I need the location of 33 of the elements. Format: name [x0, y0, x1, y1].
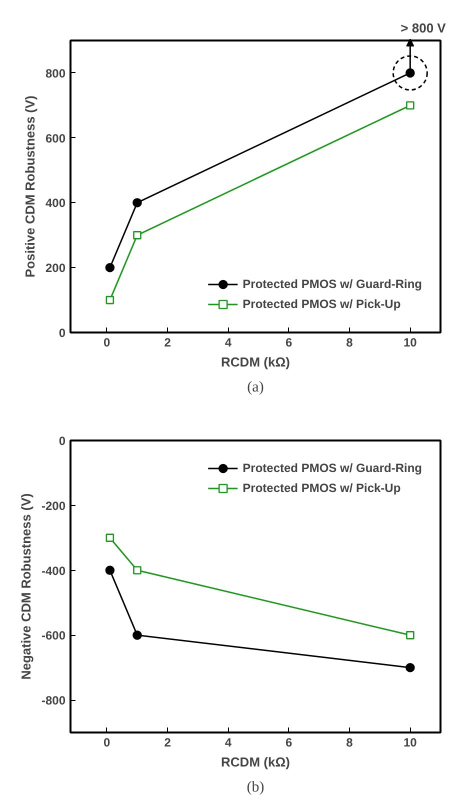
legend-label: Protected PMOS w/ Guard-Ring	[242, 461, 422, 475]
y-tick-label: 200	[45, 261, 66, 276]
x-tick-label: 8	[346, 736, 354, 750]
x-tick-label: 0	[104, 336, 111, 350]
y-tick-label: -600	[41, 628, 66, 643]
legend-label: Protected PMOS w/ Pick-Up	[242, 481, 401, 495]
y-tick-label: -200	[41, 498, 66, 513]
y-tick-label: -800	[41, 694, 66, 708]
y-tick-label: 600	[45, 131, 66, 146]
x-tick-label: 6	[286, 336, 293, 350]
annotation: > 800 V	[400, 20, 446, 36]
x-tick-label: 4	[224, 736, 232, 750]
legend-label: Protected PMOS w/ Pick-Up	[242, 297, 401, 311]
x-tick-label: 4	[224, 336, 232, 350]
x-tick-label: 8	[346, 336, 354, 350]
y-axis-title: Positive CDM Robustness (V)	[22, 95, 38, 278]
x-axis-title: RCDM (kΩ)	[221, 354, 290, 370]
x-axis-title: RCDM (kΩ)	[221, 754, 290, 770]
x-tick-label: 2	[164, 736, 172, 750]
y-tick-label: 800	[45, 66, 66, 80]
x-tick-label: 0	[104, 736, 111, 750]
x-tick-label: 10	[404, 336, 418, 350]
y-tick-label: 400	[45, 196, 66, 210]
y-tick-label: 0	[58, 326, 66, 340]
x-tick-label: 2	[164, 336, 172, 350]
y-axis-title: Negative CDM Robustness (V)	[18, 493, 34, 680]
x-tick-label: 10	[404, 736, 418, 750]
text: (b)	[246, 780, 264, 796]
y-tick-label: -400	[41, 564, 66, 578]
text: (a)	[247, 380, 264, 396]
x-tick-label: 6	[286, 736, 293, 750]
y-tick-label: 0	[58, 434, 66, 448]
legend-label: Protected PMOS w/ Guard-Ring	[242, 277, 422, 291]
